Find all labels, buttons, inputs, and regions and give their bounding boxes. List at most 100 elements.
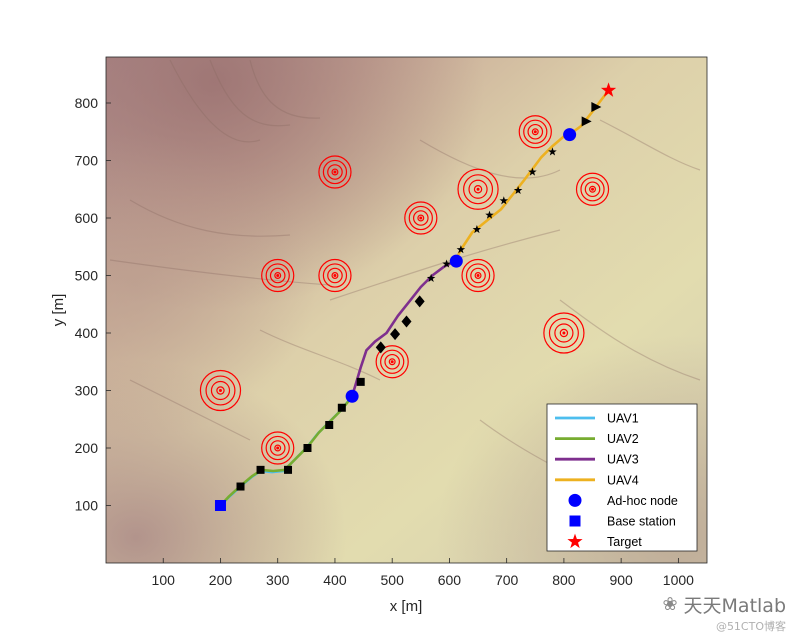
threat-core [473,185,483,194]
threat-zone [261,431,295,465]
waypoint-marker [426,273,436,283]
waypoint-marker [581,116,592,127]
y-tick-label: 100 [75,498,99,514]
terrain-background [106,57,707,563]
series-line-uav4 [453,89,610,263]
waypoint-marker [375,341,386,354]
legend-label: Target [607,535,642,549]
x-tick-label: 300 [266,572,290,588]
x-tick-label: 200 [209,572,233,588]
waypoint-marker [356,377,365,386]
y-tick-label: 400 [75,325,99,341]
x-axis-label: x [m] [390,598,423,615]
threat-ring [518,115,552,149]
y-axis-ticks: 100 200 300 400 500 600 700 800 [75,95,111,514]
legend-swatch [568,493,582,507]
threat-zone [543,312,585,354]
threat-center [333,274,337,277]
y-tick-label: 200 [75,440,99,456]
threat-core [474,272,482,279]
waypoint-marker [401,315,412,328]
y-tick-label: 300 [75,383,99,399]
legend-entry: UAV2 [555,432,639,446]
threat-ring [318,258,352,293]
threat-zone [404,201,438,235]
x-tick-label: 1000 [663,572,694,588]
legend-entry: UAV1 [555,412,639,426]
threat-zone [318,155,352,189]
threat-core [559,328,569,338]
legend-entry: Target [567,533,642,549]
threat-ring [470,267,486,284]
threat-ring [580,177,605,202]
threat-zone [457,168,499,210]
threat-ring [404,201,438,235]
y-axis-label: y [m] [50,294,67,327]
threat-ring [269,440,286,456]
threat-core [388,358,396,366]
threat-ring [327,164,343,180]
legend-label: UAV2 [607,432,639,446]
waypoint-marker [591,102,602,113]
base-station-marker [214,500,226,511]
watermark-site: @51CTO博客 [715,620,786,633]
waypoint-marker [303,444,312,452]
x-tick-label: 400 [323,572,347,588]
threat-core [331,272,339,279]
legend-entry: UAV4 [555,473,639,487]
threat-zone [261,258,295,293]
legend-label: Base station [607,515,676,529]
x-tick-label: 800 [552,572,576,588]
wechat-icon: ❀ [662,594,678,615]
threat-core [589,185,597,193]
threat-core [331,168,339,176]
plot-frame [105,56,708,564]
watermark: ❀ 天天Matlab @51CTO博客 [662,591,786,634]
waypoint-marker [236,482,245,491]
legend-label: UAV3 [607,453,639,467]
threat-zones [199,115,610,465]
threat-ring [575,172,610,206]
threat-ring [457,168,499,210]
threat-center [419,216,423,220]
legend-swatch [567,533,583,549]
legend-swatch [569,515,581,527]
threat-center [591,187,595,191]
threat-ring [265,435,290,461]
base-station [214,500,226,511]
threat-ring [584,181,601,198]
series-line-uav3 [350,259,457,398]
waypoint-marker [499,196,509,205]
waypoint-marker [513,185,523,195]
threat-ring [527,123,544,140]
threat-ring [468,179,488,199]
legend-entry: Base station [569,515,676,529]
threat-ring [408,205,433,231]
waypoint-marker [284,465,293,474]
threat-center [276,446,280,450]
threat-ring [461,258,495,293]
threat-core [531,128,539,136]
legend-label: UAV4 [607,473,639,487]
threat-zone [199,369,242,412]
target-marker [600,82,617,97]
threat-ring [465,263,491,288]
x-tick-label: 900 [609,572,633,588]
threat-ring [412,210,429,226]
waypoint-marker [456,245,466,254]
waypoint-marker [337,403,346,412]
threat-ring [261,258,295,293]
threat-ring [523,119,548,144]
threat-core [417,214,425,222]
threat-ring [380,349,405,374]
adhoc-node [449,254,463,268]
threat-ring [261,431,295,465]
x-tick-label: 600 [438,572,462,588]
threat-zone [461,258,495,293]
x-tick-label: 100 [152,572,176,588]
threat-ring [205,375,236,406]
threat-core [274,272,282,279]
threat-ring [322,263,348,288]
legend-label: Ad-hoc node [607,494,678,508]
threat-ring [327,267,343,284]
